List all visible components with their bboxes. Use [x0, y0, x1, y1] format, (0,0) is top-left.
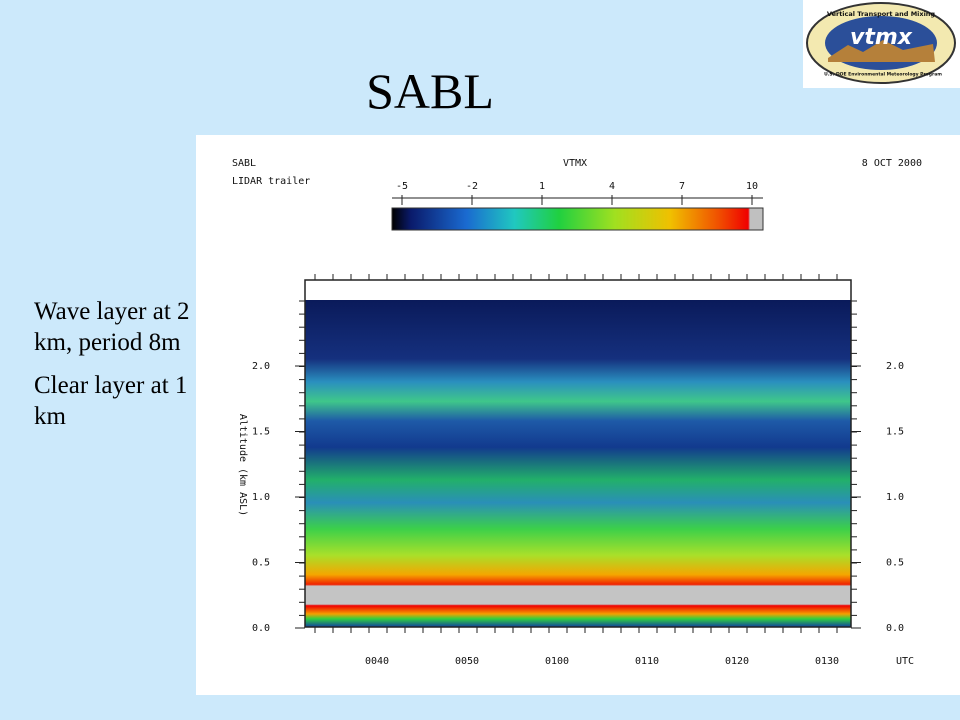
plot-instrument: LIDAR trailer — [232, 176, 310, 187]
colorbar — [391, 207, 764, 231]
slide-title: SABL — [366, 63, 494, 119]
x-unit: UTC — [896, 656, 914, 667]
x-tick-label: 0040 — [365, 656, 389, 667]
x-tick-label: 0110 — [635, 656, 659, 667]
y-tick-label-right: 2.0 — [886, 361, 904, 372]
lidar-plot: SABL LIDAR trailer VTMX 8 OCT 2000 Altit… — [196, 135, 960, 695]
x-tick-label: 0100 — [545, 656, 569, 667]
x-tick-label: 0130 — [815, 656, 839, 667]
logo-name: vtmx — [850, 25, 913, 50]
colorbar-tick-label: 1 — [539, 181, 545, 192]
notes: Wave layer at 2 km, period 8m Clear laye… — [34, 296, 194, 444]
x-tick-label: 0120 — [725, 656, 749, 667]
plot-frame — [304, 279, 852, 628]
y-tick-label: 2.0 — [252, 361, 270, 372]
logo-text: Vertical Transport and Mixing — [827, 10, 936, 18]
plot-project: VTMX — [563, 158, 587, 169]
y-tick-label: 0.0 — [252, 623, 270, 634]
colorbar-tick-label: 7 — [679, 181, 685, 192]
colorbar-tick-label: 10 — [746, 181, 758, 192]
y-tick-label-right: 1.0 — [886, 492, 904, 503]
x-tick-label: 0050 — [455, 656, 479, 667]
logo-graphic: Vertical Transport and Mixing vtmx U.S. … — [806, 2, 956, 84]
y-axis-label: Altitude (km ASL) — [237, 414, 248, 516]
heatmap — [305, 300, 851, 627]
logo: Vertical Transport and Mixing vtmx U.S. … — [803, 0, 960, 88]
colorbar-tick-label: -2 — [466, 181, 478, 192]
note: Wave layer at 2 km, period 8m — [34, 298, 190, 356]
plot-site: SABL — [232, 158, 256, 169]
y-tick-label-right: 0.0 — [886, 623, 904, 634]
plot-date: 8 OCT 2000 — [862, 158, 922, 169]
logo-text: U.S. DOE Environmental Meteorology Progr… — [824, 72, 942, 78]
colorbar-tick-label: 4 — [609, 181, 615, 192]
colorbar-tick-label: -5 — [396, 181, 408, 192]
logo-mountains — [828, 40, 935, 62]
plot-graphic: SABL LIDAR trailer VTMX 8 OCT 2000 Altit… — [232, 158, 922, 667]
y-tick-label: 1.5 — [252, 427, 270, 438]
y-tick-label: 1.0 — [252, 492, 270, 503]
y-tick-label-right: 1.5 — [886, 427, 904, 438]
y-tick-label: 0.5 — [252, 558, 270, 569]
y-tick-label-right: 0.5 — [886, 558, 904, 569]
note: Clear layer at 1 km — [34, 372, 188, 430]
